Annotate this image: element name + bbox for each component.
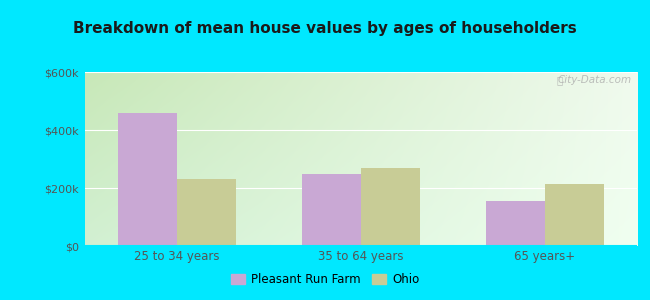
Bar — [302, 173, 361, 246]
Bar — [177, 179, 235, 246]
Bar — [486, 201, 545, 246]
Legend: Pleasant Run Farm, Ohio: Pleasant Run Farm, Ohio — [226, 269, 424, 291]
Text: City-Data.com: City-Data.com — [557, 76, 632, 85]
Bar — [361, 168, 420, 246]
Text: Ⓢ: Ⓢ — [556, 76, 562, 85]
Bar — [545, 184, 604, 246]
Bar — [118, 112, 177, 246]
Text: Breakdown of mean house values by ages of householders: Breakdown of mean house values by ages o… — [73, 21, 577, 36]
